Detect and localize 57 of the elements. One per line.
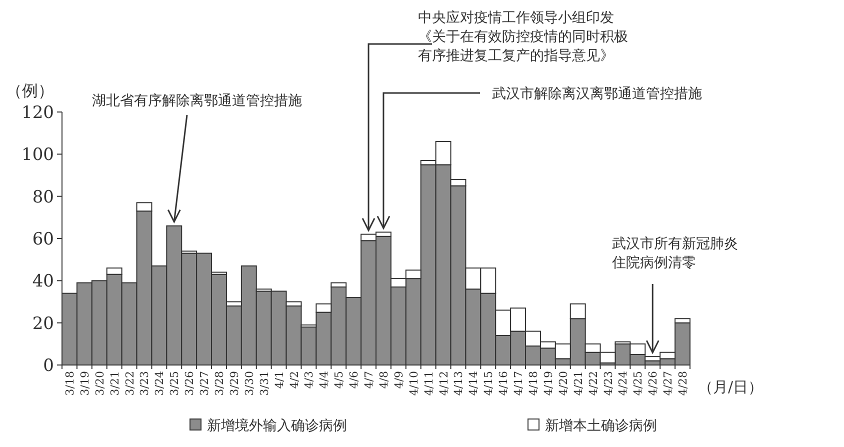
x-tick-label: 4/16 (497, 371, 510, 396)
x-tick-label: 4/15 (482, 371, 496, 396)
x-tick-label: 4/8 (377, 371, 390, 389)
x-tick-label: 3/24 (153, 371, 166, 396)
annotation: 武汉市解除离汉离鄂通道管控措施 (492, 86, 702, 102)
x-axis-title: （月/日） (698, 378, 764, 396)
x-tick-label: 4/9 (392, 371, 406, 389)
y-tick-label: 40 (32, 272, 54, 292)
x-tick-label: 3/23 (138, 371, 152, 396)
x-tick-label: 3/26 (183, 371, 196, 396)
x-tick-label: 4/2 (288, 371, 301, 389)
x-tick-label: 3/31 (258, 371, 271, 396)
x-tick-label: 4/1 (272, 371, 286, 389)
x-tick-label: 3/18 (63, 371, 76, 396)
x-tick-label: 4/17 (512, 371, 526, 396)
legend-label: 新增境外输入确诊病例 (207, 418, 347, 434)
x-tick-label: 4/10 (407, 371, 420, 396)
annotation: 武汉市所有新冠肺炎住院病例清零 (611, 236, 738, 271)
x-tick-label: 4/19 (542, 371, 555, 396)
x-tick-label: 3/27 (198, 371, 212, 396)
x-tick-label: 3/20 (93, 371, 106, 396)
x-tick-label: 4/6 (348, 371, 361, 389)
x-tick-label: 4/4 (318, 371, 331, 389)
annotation: 湖北省有序解除离鄂通道管控措施 (92, 93, 302, 109)
x-tick-label: 4/5 (332, 371, 346, 389)
y-tick-label: 120 (22, 103, 54, 123)
y-tick-label: 20 (32, 314, 54, 334)
x-tick-label: 4/26 (646, 371, 660, 396)
x-tick-label: 4/13 (452, 371, 466, 396)
y-tick-label: 60 (32, 230, 54, 250)
x-tick-label: 3/22 (123, 371, 136, 396)
x-tick-label: 4/7 (362, 371, 376, 389)
x-tick-label: 4/12 (437, 371, 450, 396)
x-tick-label: 4/23 (602, 371, 615, 396)
x-tick-label: 4/24 (616, 371, 630, 396)
x-tick-label: 3/25 (168, 371, 182, 396)
x-tick-label: 4/3 (302, 371, 316, 389)
y-tick-label: 0 (43, 356, 54, 376)
x-tick-label: 3/21 (108, 371, 122, 396)
x-tick-label: 4/28 (676, 371, 690, 396)
y-tick-label: 80 (32, 187, 54, 208)
x-tick-label: 3/28 (213, 371, 226, 396)
x-tick-label: 4/11 (422, 371, 436, 396)
y-axis-title: （例） (6, 81, 54, 100)
x-tick-label: 4/27 (662, 371, 675, 396)
x-tick-label: 4/14 (467, 371, 480, 396)
x-tick-label: 4/20 (556, 371, 570, 396)
x-tick-label: 3/19 (78, 371, 92, 396)
x-tick-label: 4/25 (632, 371, 645, 396)
annotation: 中央应对疫情工作领导小组印发《关于在有效防控疫情的同时积极有序推进复工复产的指导意见》 (418, 10, 628, 64)
x-tick-label: 4/21 (572, 371, 585, 396)
x-tick-label: 3/30 (242, 371, 256, 396)
x-tick-label: 4/18 (527, 371, 540, 396)
legend-label: 新增本土确诊病例 (545, 418, 657, 434)
x-tick-label: 4/22 (586, 371, 600, 396)
x-tick-label: 3/29 (228, 371, 241, 396)
y-tick-label: 100 (22, 145, 54, 166)
